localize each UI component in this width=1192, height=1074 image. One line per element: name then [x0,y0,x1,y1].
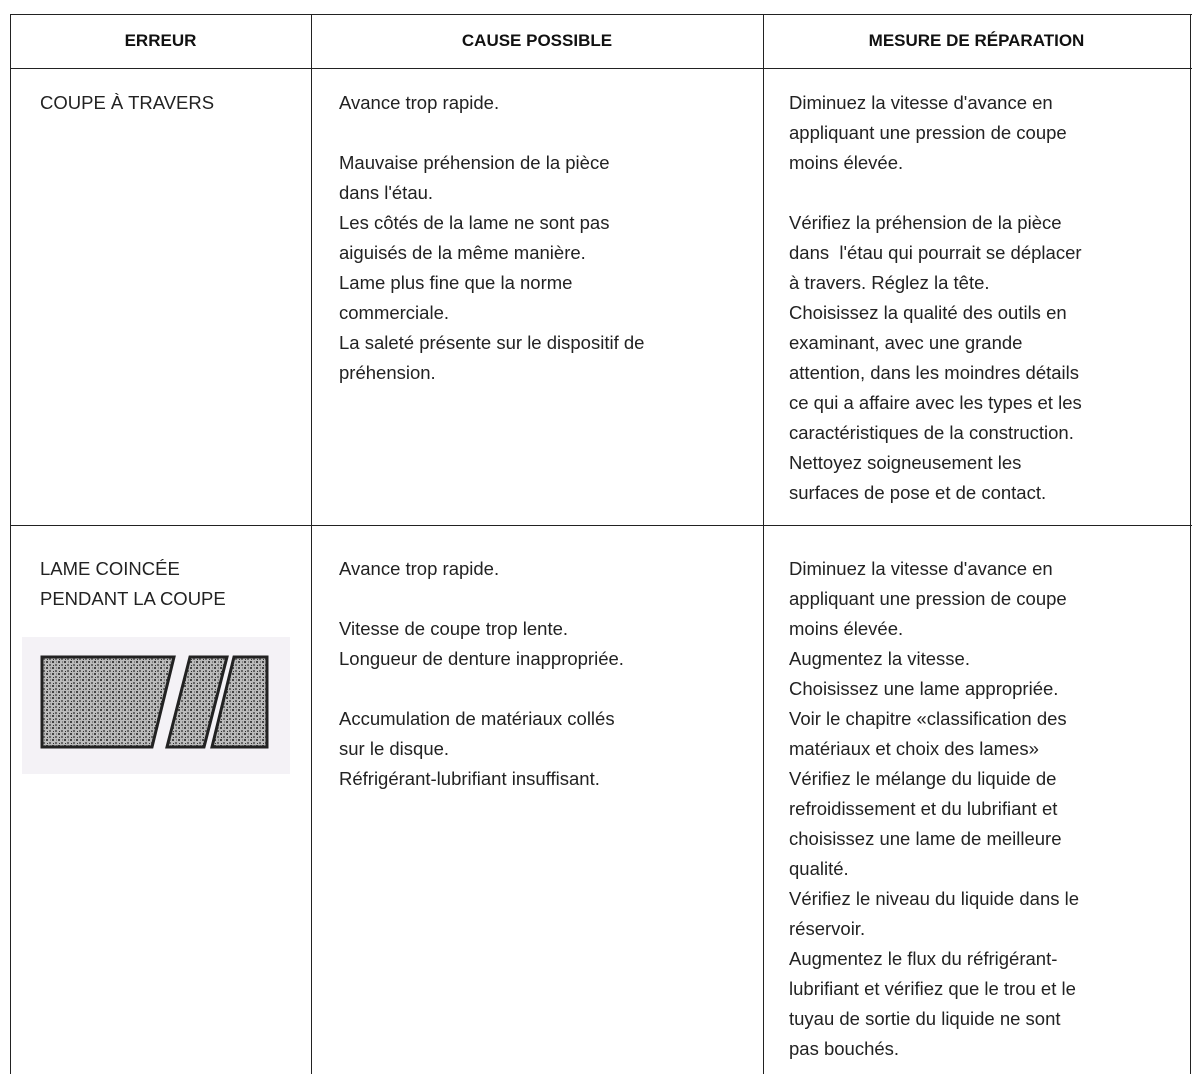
paragraph: Vitesse de coupe trop lente. Longueur de … [339,614,624,674]
table-border [10,14,11,1074]
text-line: Mauvaise préhension de la pièce [339,152,610,173]
text-line: appliquant une pression de coupe [789,122,1067,143]
header-cell: ERREUR [124,31,197,50]
paragraph: Avance trop rapide. [339,554,624,584]
text-line: ce qui a affaire avec les types et les [789,392,1082,413]
text-line: Accumulation de matériaux collés [339,708,615,729]
paragraph: Avance trop rapide. [339,88,644,118]
header-cell: CAUSE POSSIBLE [461,31,613,50]
table-cell: Diminuez la vitesse d'avance en appliquan… [789,88,1082,508]
text-line: Vérifiez la préhension de la pièce [789,212,1062,233]
table-border [763,14,764,1074]
text-line: réservoir. [789,918,866,939]
paragraph: COUPE À TRAVERS [40,88,214,118]
paragraph: Accumulation de matériaux collés sur le d… [339,704,624,794]
table-cell: Avance trop rapide. Vitesse de coupe trop… [339,554,624,794]
text-line: matériaux et choix des lames» [789,738,1039,759]
table-border [311,14,312,1074]
paragraph: LAME COINCÉE PENDANT LA COUPE [40,554,226,614]
paragraph: Diminuez la vitesse d'avance en appliquan… [789,554,1079,1064]
text-line: Avance trop rapide. [339,558,500,579]
text-line: attention, dans les moindres détails [789,362,1080,383]
text-line: caractéristiques de la construction. [789,422,1074,443]
text-line: appliquant une pression de coupe [789,588,1067,609]
table-border [10,14,1192,15]
text-line: moins élevée. [789,152,904,173]
text-line: Voir le chapitre «classification des [789,708,1067,729]
text-line: dans l'étau qui pourrait se déplacer [789,242,1082,263]
table-border [10,525,1192,526]
text-line: dans l'étau. [339,182,434,203]
table-cell: Diminuez la vitesse d'avance en appliquan… [789,554,1079,1064]
text-line: Longueur de denture inappropriée. [339,648,624,669]
text-line: Réfrigérant-lubrifiant insuffisant. [339,768,600,789]
text-line: La saleté présente sur le dispositif de [339,332,645,353]
text-line: surfaces de pose et de contact. [789,482,1047,503]
text-line: Diminuez la vitesse d'avance en [789,92,1053,113]
text-line: COUPE À TRAVERS [40,92,215,113]
text-line: préhension. [339,362,436,383]
table-cell: Avance trop rapide. Mauvaise préhension d… [339,88,644,388]
table-border [1190,14,1191,1074]
text-line: Nettoyez soigneusement les [789,452,1022,473]
header-cell: MESURE DE RÉPARATION [868,31,1085,50]
text-line: Avance trop rapide. [339,92,500,113]
text-line: commerciale. [339,302,449,323]
text-line: Vérifiez le niveau du liquide dans le [789,888,1080,909]
text-line: pas bouchés. [789,1038,900,1059]
paragraph: Diminuez la vitesse d'avance en appliquan… [789,88,1082,178]
text-line: Choisissez la qualité des outils en [789,302,1067,323]
text-line: à travers. Réglez la tête. [789,272,990,293]
text-line: Vitesse de coupe trop lente. [339,618,569,639]
table-cell: LAME COINCÉE PENDANT LA COUPE [40,554,226,614]
text-line: Augmentez la vitesse. [789,648,970,669]
text-line: moins élevée. [789,618,904,639]
text-line: tuyau de sortie du liquide ne sont [789,1008,1061,1029]
text-line: choisissez une lame de meilleure [789,828,1062,849]
table-cell: COUPE À TRAVERS [40,88,214,118]
text-line: sur le disque. [339,738,450,759]
text-line: aiguisés de la même manière. [339,242,586,263]
table-border [10,68,1192,69]
text-line: Les côtés de la lame ne sont pas [339,212,610,233]
text-line: lubrifiant et vérifiez que le trou et le [789,978,1076,999]
text-line: examinant, avec une grande [789,332,1023,353]
text-line: Lame plus fine que la norme [339,272,573,293]
blade-illustration [22,637,290,774]
text-line: qualité. [789,858,849,879]
paragraph: Mauvaise préhension de la pièce dans l'ét… [339,148,644,388]
text-line: PENDANT LA COUPE [40,588,226,609]
paragraph: Vérifiez la préhension de la pièce dans l… [789,208,1082,508]
text-line: refroidissement et du lubrifiant et [789,798,1058,819]
text-line: LAME COINCÉE [40,558,180,579]
text-line: Augmentez le flux du réfrigérant- [789,948,1058,969]
text-line: Choisissez une lame appropriée. [789,678,1059,699]
text-line: Vérifiez le mélange du liquide de [789,768,1057,789]
text-line: Diminuez la vitesse d'avance en [789,558,1053,579]
